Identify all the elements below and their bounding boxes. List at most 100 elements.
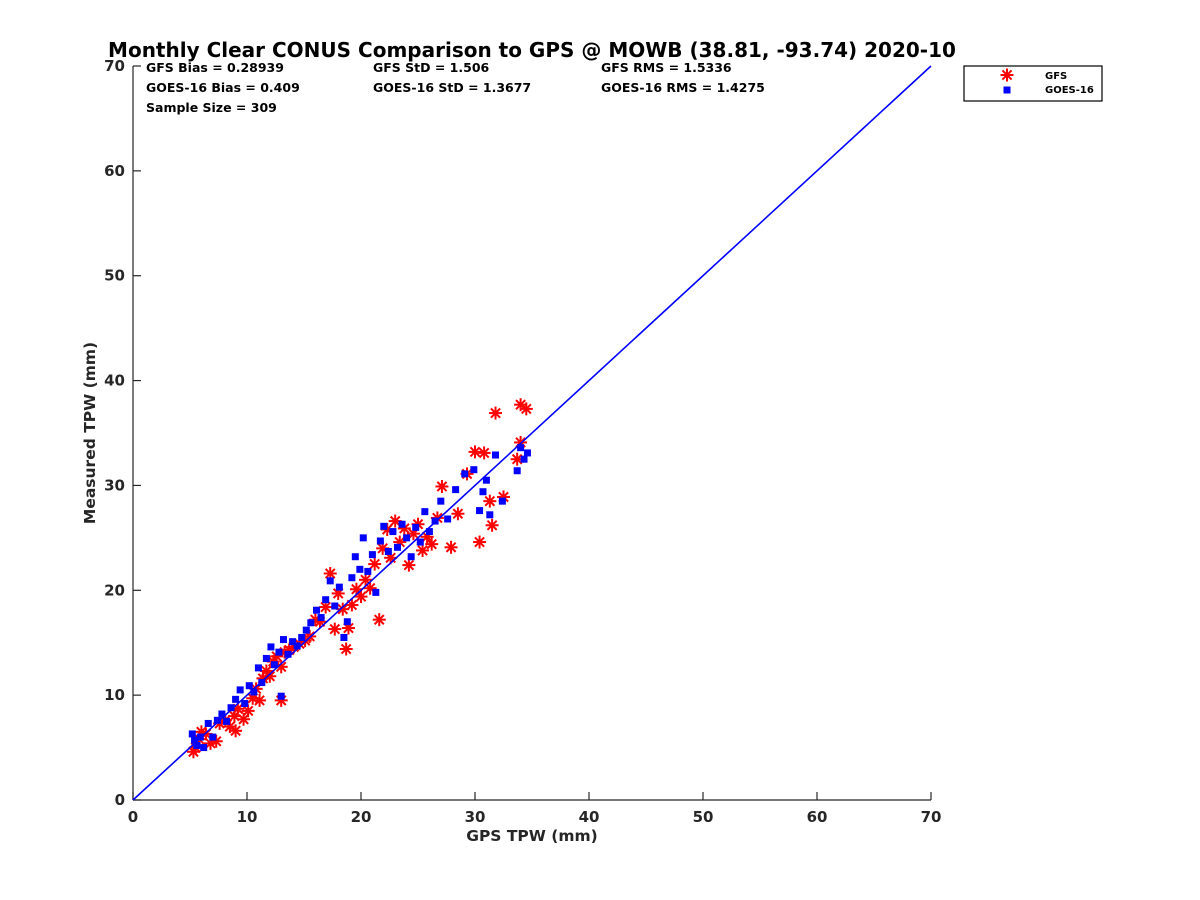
- gfs-point: [368, 557, 382, 571]
- gfs-point: [402, 558, 416, 572]
- goes16-point: [380, 522, 388, 530]
- goes16-point: [389, 528, 397, 536]
- x-tick-label: 40: [579, 808, 600, 826]
- goes16-point: [421, 508, 429, 516]
- goes16-point: [498, 497, 506, 505]
- gfs-point: [253, 693, 267, 707]
- goes16-point: [270, 661, 278, 669]
- axes: 0 10 20 30 40 50 60 70 0 10 20 30 40 50 60 70: [104, 57, 941, 826]
- goes16-point: [331, 602, 339, 610]
- chart-title: Monthly Clear CONUS Comparison to GPS @ …: [108, 38, 956, 62]
- goes16-point: [376, 537, 384, 545]
- sample-size-label: Sample Size = 309: [146, 100, 277, 115]
- gfs-point: [229, 724, 243, 738]
- goes16-point: [437, 497, 445, 505]
- y-tick-label: 70: [104, 57, 125, 75]
- legend-gfs-marker: [1000, 68, 1014, 82]
- y-tick-label: 0: [115, 791, 125, 809]
- goes16-point: [444, 515, 452, 523]
- goes16-point: [279, 636, 287, 644]
- goes16-point: [368, 551, 376, 559]
- goes16-point: [322, 596, 330, 604]
- goes16-point: [200, 744, 208, 752]
- gfs-point: [372, 613, 386, 627]
- goes16-point: [517, 444, 525, 452]
- goes16-point: [313, 606, 321, 614]
- gfs-point: [328, 622, 342, 636]
- y-tick-label: 60: [104, 162, 125, 180]
- goes16-point: [356, 565, 364, 573]
- gfs-point: [416, 543, 430, 557]
- goes16-point: [403, 534, 411, 542]
- goes16-point: [476, 507, 484, 515]
- goes16-point: [293, 642, 301, 650]
- goes16-point: [425, 528, 433, 536]
- goes16-point: [398, 520, 406, 528]
- gfs-point: [435, 479, 449, 493]
- y-axis-label: Measured TPW (mm): [81, 342, 99, 524]
- legend: GFS GOES-16: [963, 65, 1103, 102]
- legend-gfs-label: GFS: [1045, 71, 1067, 82]
- x-tick-label: 50: [693, 808, 714, 826]
- x-axis-label: GPS TPW (mm): [466, 827, 598, 845]
- y-tick-label: 40: [104, 372, 125, 390]
- goes16-point: [340, 633, 348, 641]
- y-tick-label: 50: [104, 267, 125, 285]
- legend-goes-marker: [1003, 86, 1011, 94]
- goes16-point: [232, 695, 240, 703]
- goes16-point: [348, 574, 356, 582]
- y-tick-label: 10: [104, 686, 125, 704]
- goes16-point: [262, 654, 270, 662]
- gfs-point: [444, 540, 458, 554]
- goes16-point: [241, 700, 249, 708]
- legend-gfs-asterisk: [1000, 68, 1014, 82]
- goes16-point: [393, 543, 401, 551]
- legend-box: [963, 65, 1103, 102]
- gfs-point: [477, 446, 491, 460]
- goes16-point: [267, 643, 275, 651]
- goes16-point: [204, 719, 212, 727]
- goes16-point: [372, 588, 380, 596]
- stats-block: GFS Bias = 0.28939 GFS StD = 1.506 GFS R…: [146, 60, 765, 115]
- goes16-point: [482, 476, 490, 484]
- goes16-point: [523, 449, 531, 457]
- goes16-point: [275, 648, 283, 656]
- gfs-point: [485, 518, 499, 532]
- goes16-point: [193, 741, 201, 749]
- goes16-point: [452, 486, 460, 494]
- goes16-point: [326, 577, 334, 585]
- gfs-point: [483, 494, 497, 508]
- gfs-std-label: GFS StD = 1.506: [373, 60, 490, 75]
- x-tick-label: 20: [351, 808, 372, 826]
- gfs-point: [468, 445, 482, 459]
- goes16-point: [359, 534, 367, 542]
- gfs-point: [451, 507, 465, 521]
- goes16-point: [284, 650, 292, 658]
- gfs-point: [425, 537, 439, 551]
- goes16-point: [188, 730, 196, 738]
- one-to-one-line: [132, 65, 932, 801]
- goes-std-label: GOES-16 StD = 1.3677: [373, 80, 531, 95]
- x-tick-label: 70: [921, 808, 942, 826]
- gfs-point: [339, 642, 353, 656]
- legend-goes-label: GOES-16: [1045, 85, 1094, 96]
- goes16-point: [335, 583, 343, 591]
- gfs-point: [349, 582, 363, 596]
- goes16-point: [277, 692, 285, 700]
- goes16-point: [213, 716, 221, 724]
- goes16-point: [470, 466, 478, 474]
- goes16-point: [461, 470, 469, 478]
- x-tick-label: 10: [237, 808, 258, 826]
- goes16-point: [254, 664, 262, 672]
- goes16-point: [298, 633, 306, 641]
- goes16-point: [486, 511, 494, 519]
- goes16-point: [351, 553, 359, 561]
- gfs-point: [519, 402, 533, 416]
- goes-rms-label: GOES-16 RMS = 1.4275: [601, 80, 765, 95]
- goes16-point: [412, 523, 420, 531]
- gfs-rms-label: GFS RMS = 1.5336: [601, 60, 732, 75]
- goes-bias-label: GOES-16 Bias = 0.409: [146, 80, 300, 95]
- goes16-point: [302, 626, 310, 634]
